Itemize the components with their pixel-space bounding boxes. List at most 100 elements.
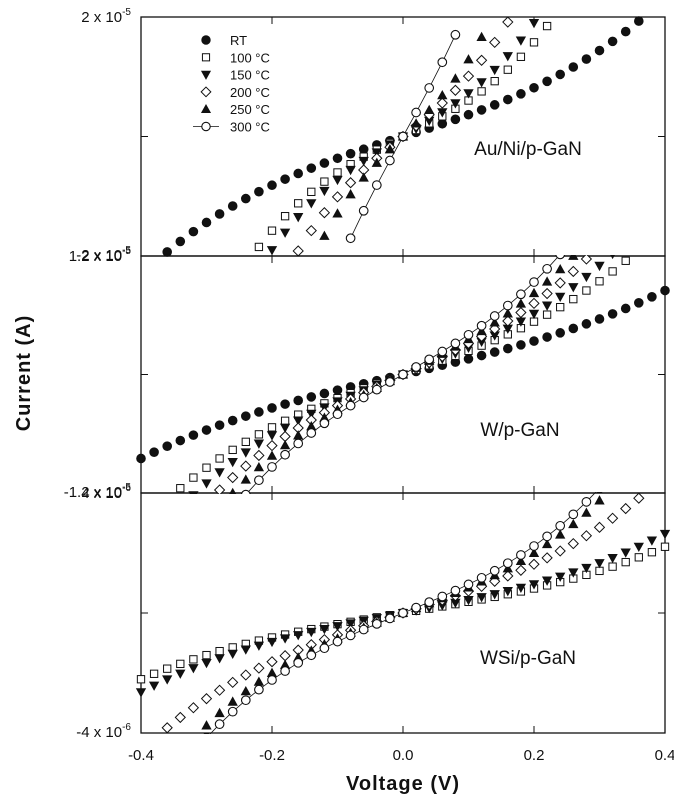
- data-point: [594, 261, 605, 272]
- data-point: [502, 315, 514, 327]
- data-point: [240, 474, 251, 484]
- data-point: [516, 289, 526, 300]
- data-point: [240, 448, 251, 458]
- data-point: [385, 377, 395, 387]
- data-point: [320, 177, 329, 186]
- data-point: [568, 323, 579, 334]
- data-point: [279, 650, 291, 662]
- x-tick-label: -0.2: [259, 747, 285, 764]
- legend-label: 150 °C: [230, 68, 270, 83]
- data-point: [358, 144, 369, 155]
- data-point: [253, 461, 265, 472]
- data-point: [489, 36, 501, 49]
- data-point: [149, 447, 159, 457]
- data-point: [228, 445, 237, 455]
- data-point: [319, 418, 330, 429]
- data-point: [253, 439, 265, 449]
- data-point: [398, 608, 408, 618]
- legend-label: 200 °C: [230, 85, 270, 100]
- data-point: [176, 484, 185, 493]
- data-point: [437, 118, 448, 129]
- data-point: [610, 255, 615, 260]
- data-point: [280, 399, 290, 409]
- data-point: [215, 646, 224, 656]
- data-point: [294, 199, 303, 208]
- data-point: [411, 602, 421, 613]
- data-point: [581, 54, 592, 64]
- y-tick-label: -2 x 10-5: [76, 245, 131, 264]
- data-point: [450, 29, 461, 40]
- data-point: [541, 538, 553, 549]
- data-point: [502, 563, 513, 573]
- data-point: [174, 711, 186, 724]
- data-point: [450, 99, 461, 109]
- data-point: [424, 597, 435, 607]
- data-point: [136, 453, 146, 464]
- data-point: [385, 613, 395, 624]
- data-point: [331, 191, 344, 203]
- data-point: [214, 468, 225, 478]
- data-point: [567, 265, 579, 278]
- data-point: [280, 174, 290, 184]
- data-point: [333, 168, 342, 177]
- data-point: [202, 463, 211, 472]
- data-point: [293, 430, 304, 440]
- data-point: [568, 255, 579, 260]
- data-point: [213, 484, 226, 494]
- data-point: [267, 423, 277, 432]
- data-point: [188, 491, 199, 494]
- data-point: [241, 411, 251, 421]
- data-point: [568, 509, 579, 520]
- data-point: [175, 435, 186, 446]
- data-point: [240, 489, 251, 494]
- data-point: [436, 97, 448, 109]
- data-point: [528, 547, 540, 557]
- data-point: [305, 224, 317, 237]
- data-point: [293, 631, 304, 641]
- data-point: [567, 537, 579, 550]
- data-point: [515, 564, 527, 576]
- data-point: [555, 572, 566, 582]
- data-point: [267, 462, 277, 472]
- data-point: [541, 552, 553, 564]
- data-point: [463, 579, 474, 590]
- data-point: [253, 662, 265, 674]
- data-point: [345, 619, 356, 629]
- data-point: [476, 325, 487, 336]
- data-point: [214, 654, 225, 664]
- data-point: [489, 575, 501, 587]
- data-point: [292, 245, 304, 257]
- data-point: [306, 163, 317, 173]
- data-point: [463, 54, 474, 64]
- data-point: [437, 108, 448, 118]
- data-point: [595, 277, 604, 286]
- data-point: [189, 473, 198, 482]
- x-tick-label: -0.4: [128, 747, 154, 764]
- data-point: [490, 77, 499, 86]
- data-point: [266, 637, 278, 648]
- data-point: [319, 643, 330, 654]
- y-tick-label: 2 x 10-5: [81, 7, 131, 26]
- data-point: [528, 309, 540, 320]
- data-point: [620, 502, 632, 515]
- data-point: [593, 521, 606, 533]
- data-point: [424, 104, 435, 115]
- data-point: [502, 558, 513, 569]
- data-point: [293, 168, 304, 179]
- data-point: [306, 199, 317, 209]
- data-point: [306, 650, 317, 661]
- data-point: [267, 675, 277, 685]
- data-point: [449, 84, 462, 96]
- data-point: [213, 684, 226, 696]
- data-point: [266, 450, 278, 460]
- legend-entry: 150 °C: [200, 68, 270, 83]
- x-tick-label: 0.0: [393, 747, 414, 764]
- data-point: [555, 255, 566, 260]
- data-point: [475, 54, 488, 66]
- data-point: [529, 82, 539, 93]
- data-point: [319, 230, 330, 240]
- data-point: [240, 669, 252, 681]
- data-point: [227, 706, 238, 717]
- data-point: [229, 487, 237, 494]
- data-point: [176, 659, 185, 669]
